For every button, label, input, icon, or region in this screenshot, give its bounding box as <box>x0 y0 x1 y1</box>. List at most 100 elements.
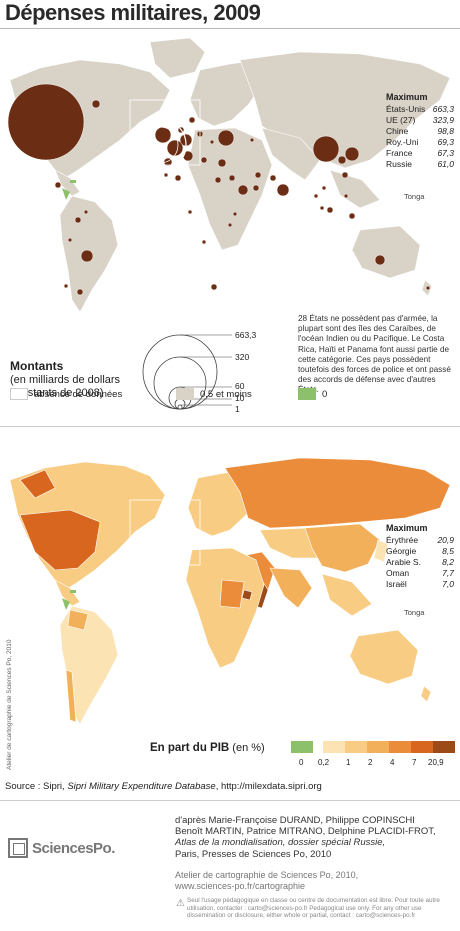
scale-label-663: 663,3 <box>235 330 257 340</box>
south-asia-land <box>261 127 321 181</box>
amounts-title: Montants <box>10 359 64 373</box>
gdp-legend-title: En part du PIB (en %) <box>150 742 265 754</box>
greenland-land <box>144 443 201 485</box>
venezuela-circle <box>83 209 89 215</box>
key-no-data: absence de données <box>10 388 122 400</box>
max-value: 61,0 <box>437 159 454 169</box>
atelier-url[interactable]: www.sciences-po.fr/cartographie <box>175 880 306 891</box>
colombia-land <box>67 609 89 631</box>
gdp-max-row: Érythrée 20,9 <box>386 535 454 546</box>
usage-notice: Seul l'usage pédagogique en classe ou ce… <box>187 897 440 919</box>
amounts-subtitle: (en milliards de dollars constants de 20… <box>10 374 121 399</box>
argentina-circle <box>76 288 84 296</box>
credits-line: Benoît MARTIN, Patrice MITRANO, Delphine… <box>175 826 436 838</box>
gdp-title: En part du PIB <box>150 742 230 754</box>
chile-land <box>65 669 77 723</box>
nz-circle <box>425 285 431 291</box>
australia-circle <box>374 254 386 266</box>
no-data-label: absence de données <box>34 388 123 400</box>
turkey-circle <box>217 158 227 168</box>
australia-land <box>349 629 419 685</box>
south-africa-circle <box>210 283 218 291</box>
low-swatch <box>176 388 194 400</box>
sudan-land <box>219 579 245 609</box>
egypt-circle <box>214 176 222 184</box>
gdp-swatch <box>367 741 389 753</box>
china-circle <box>312 135 340 163</box>
thailand-circle <box>313 193 319 199</box>
max-country: UE (27) <box>386 115 416 125</box>
peru-circle <box>67 237 73 243</box>
max-value: 323,9 <box>432 115 454 125</box>
max-country: Géorgie <box>386 546 417 556</box>
gdp-break-label: 2 <box>368 758 373 767</box>
spending-max-row: Roy.-Uni 69,3 <box>386 137 454 148</box>
eu-inner-ring <box>141 126 179 164</box>
greenland-land <box>149 37 206 79</box>
colombia-circle <box>74 216 82 224</box>
gdp-break-label: 0,2 <box>318 758 330 767</box>
source-title: Sipri Military Expenditure Database <box>67 781 216 792</box>
atelier-block: Atelier de cartographie de Sciences Po, … <box>175 870 358 891</box>
sweden-circle <box>188 116 196 124</box>
iran-circle <box>254 171 262 179</box>
philippines-circle <box>343 193 349 199</box>
max-value: 7,0 <box>442 579 454 589</box>
kenya-circle <box>227 222 233 228</box>
page-title: Dépenses militaires, 2009 <box>5 0 261 25</box>
key-low: 0,5 et moins <box>176 388 252 400</box>
france-circle <box>166 139 184 157</box>
singapore-circle <box>326 206 334 214</box>
gdp-swatch <box>291 741 313 753</box>
gdp-break-label: 20,9 <box>428 758 444 767</box>
taiwan-circle <box>341 171 349 179</box>
central-america-zero <box>62 598 70 610</box>
mexico-circle <box>54 181 62 189</box>
gdp-max-row: Arabie S. 8,2 <box>386 557 454 568</box>
military-spending-map <box>7 37 451 313</box>
gdp-max-row: Israël 7,0 <box>386 579 454 590</box>
max-value: 663,3 <box>432 104 454 114</box>
canada-circle <box>91 99 101 109</box>
caribbean-zero <box>70 180 76 183</box>
scale-label-60: 60 <box>235 381 245 391</box>
gdp-maximum-title: Maximum <box>386 523 428 533</box>
max-country: Arabie S. <box>386 557 421 567</box>
scale-circle-1 <box>177 404 183 410</box>
credits-line: d'après Marie-Françoise DURAND, Philippe… <box>175 815 415 826</box>
alaska-land <box>19 469 56 499</box>
gdp-swatch <box>345 741 367 753</box>
nigeria-circle <box>187 209 193 215</box>
morocco-circle <box>163 172 169 178</box>
gdp-break-label: 7 <box>412 758 417 767</box>
angola-circle <box>201 239 207 245</box>
spending-maximum-legend: Maximum États-Unis 663,3 UE (27) 323,9 Chi… <box>386 92 454 170</box>
gdp-swatch <box>323 741 345 753</box>
chile-circle <box>63 283 69 289</box>
india-circle <box>276 183 290 197</box>
caribbean-zero <box>70 590 76 593</box>
gdp-break-label: 0 <box>299 758 304 767</box>
brazil-circle <box>80 249 94 263</box>
spending-max-row: Russie 61,0 <box>386 159 454 170</box>
scale-label-320: 320 <box>235 352 250 362</box>
footer-divider <box>0 800 460 801</box>
max-value: 8,5 <box>442 546 454 556</box>
usa-circle <box>7 83 85 161</box>
scale-circle-320 <box>153 356 207 410</box>
scale-circle-10 <box>174 398 186 410</box>
max-value: 8,2 <box>442 557 454 567</box>
gdp-break-label: 4 <box>390 758 395 767</box>
gdp-swatch <box>433 741 455 753</box>
gdp-max-row: Oman 7,7 <box>386 568 454 579</box>
scale-label-10: 10 <box>235 393 245 403</box>
pakistan-circle <box>269 174 277 182</box>
max-value: 7,7 <box>442 568 454 578</box>
japan-land <box>373 539 389 563</box>
max-country: Israël <box>386 579 407 589</box>
uae-circle <box>252 184 260 192</box>
spending-max-row: Chine 98,8 <box>386 126 454 137</box>
zero-label: 0 <box>322 388 328 400</box>
central-america-zero <box>62 188 70 200</box>
japan-circle <box>344 146 360 162</box>
